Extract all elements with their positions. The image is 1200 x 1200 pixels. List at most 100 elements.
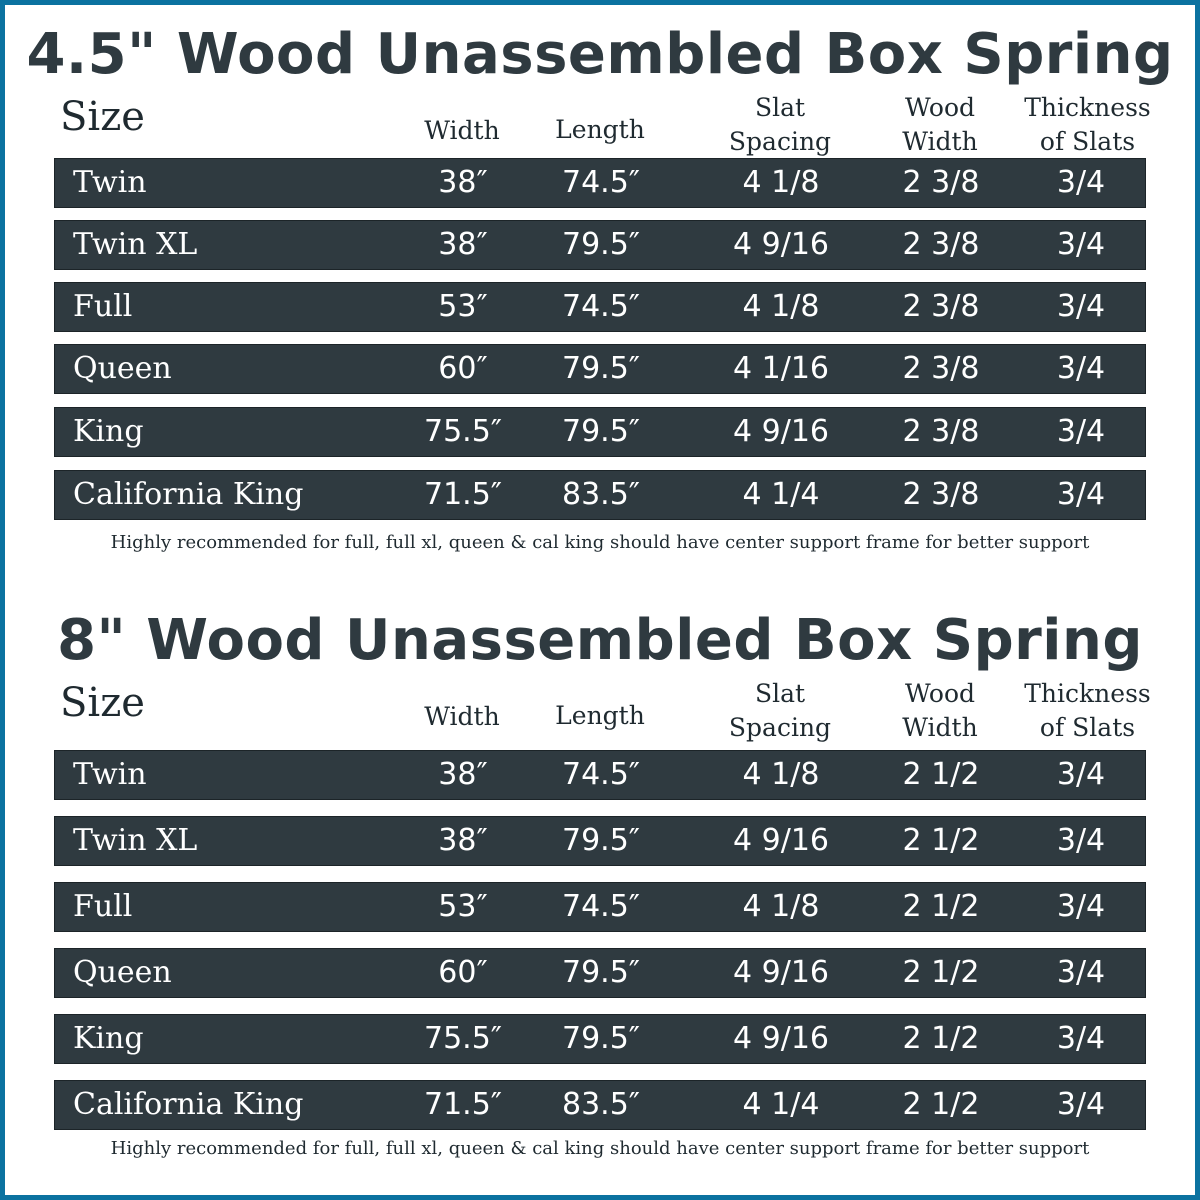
header-thickness: Thickness of Slats — [1024, 679, 1151, 742]
cell-slat-spacing: 4 1/8 — [742, 889, 820, 924]
cell-width: 75.5″ — [423, 414, 502, 449]
cell-wood-width: 2 3/8 — [902, 227, 980, 262]
table-row: Twin XL 38″ 79.5″ 4 9/16 2 3/8 3/4 — [54, 220, 1146, 270]
cell-length: 79.5″ — [561, 823, 640, 858]
table-row: Twin XL 38″ 79.5″ 4 9/16 2 1/2 3/4 — [54, 816, 1146, 866]
header-width: Width — [424, 702, 500, 731]
cell-length: 79.5″ — [561, 351, 640, 386]
cell-wood-width: 2 3/8 — [902, 351, 980, 386]
cell-slat-spacing: 4 9/16 — [733, 227, 829, 262]
cell-thickness: 3/4 — [1056, 227, 1106, 262]
cell-thickness: 3/4 — [1056, 757, 1106, 792]
cell-slat-spacing: 4 9/16 — [733, 414, 829, 449]
cell-size: Twin — [73, 757, 147, 792]
cell-length: 74.5″ — [561, 889, 640, 924]
table-row: Queen 60″ 79.5″ 4 1/16 2 3/8 3/4 — [54, 344, 1146, 394]
cell-slat-spacing: 4 1/8 — [742, 289, 820, 324]
cell-wood-width: 2 3/8 — [902, 414, 980, 449]
cell-length: 83.5″ — [561, 477, 640, 512]
cell-slat-spacing: 4 1/8 — [742, 757, 820, 792]
cell-length: 79.5″ — [561, 955, 640, 990]
header-width: Width — [424, 116, 500, 145]
table-row: King 75.5″ 79.5″ 4 9/16 2 3/8 3/4 — [54, 407, 1146, 457]
cell-wood-width: 2 1/2 — [902, 1087, 980, 1122]
cell-width: 38″ — [438, 227, 488, 262]
cell-slat-spacing: 4 1/4 — [742, 477, 820, 512]
cell-slat-spacing: 4 9/16 — [733, 1021, 829, 1056]
cell-thickness: 3/4 — [1056, 477, 1106, 512]
cell-size: Queen — [73, 351, 172, 386]
table-row: California King 71.5″ 83.5″ 4 1/4 2 3/8 … — [54, 470, 1146, 520]
cell-width: 38″ — [438, 823, 488, 858]
cell-wood-width: 2 3/8 — [902, 477, 980, 512]
cell-wood-width: 2 3/8 — [902, 165, 980, 200]
cell-slat-spacing: 4 1/16 — [733, 351, 829, 386]
table-title: 8" Wood Unassembled Box Spring — [57, 608, 1143, 673]
cell-width: 60″ — [438, 955, 488, 990]
cell-length: 74.5″ — [561, 165, 640, 200]
header-slat-spacing: Slat Spacing — [728, 679, 832, 742]
header-size: Size — [60, 94, 145, 140]
cell-wood-width: 2 1/2 — [902, 955, 980, 990]
footnote: Highly recommended for full, full xl, qu… — [110, 1138, 1090, 1159]
cell-thickness: 3/4 — [1056, 165, 1106, 200]
table-row: California King 71.5″ 83.5″ 4 1/4 2 1/2 … — [54, 1080, 1146, 1130]
footnote: Highly recommended for full, full xl, qu… — [110, 532, 1090, 553]
header-thickness: Thickness of Slats — [1024, 93, 1151, 156]
table-title: 4.5" Wood Unassembled Box Spring — [26, 22, 1174, 87]
cell-thickness: 3/4 — [1056, 1021, 1106, 1056]
cell-thickness: 3/4 — [1056, 351, 1106, 386]
cell-width: 38″ — [438, 165, 488, 200]
header-wood-width: Wood Width — [902, 679, 978, 742]
table-row: Queen 60″ 79.5″ 4 9/16 2 1/2 3/4 — [54, 948, 1146, 998]
header-length: Length — [555, 701, 645, 730]
cell-size: Twin XL — [73, 227, 198, 262]
header-slat-spacing: Slat Spacing — [728, 93, 832, 156]
table-row: Full 53″ 74.5″ 4 1/8 2 3/8 3/4 — [54, 282, 1146, 332]
cell-length: 79.5″ — [561, 1021, 640, 1056]
cell-length: 74.5″ — [561, 289, 640, 324]
cell-width: 38″ — [438, 757, 488, 792]
cell-slat-spacing: 4 1/4 — [742, 1087, 820, 1122]
cell-thickness: 3/4 — [1056, 823, 1106, 858]
cell-size: California King — [73, 477, 304, 512]
cell-thickness: 3/4 — [1056, 889, 1106, 924]
table-row: King 75.5″ 79.5″ 4 9/16 2 1/2 3/4 — [54, 1014, 1146, 1064]
cell-size: Full — [73, 289, 133, 324]
cell-width: 71.5″ — [423, 477, 502, 512]
table-row: Full 53″ 74.5″ 4 1/8 2 1/2 3/4 — [54, 882, 1146, 932]
cell-thickness: 3/4 — [1056, 1087, 1106, 1122]
cell-thickness: 3/4 — [1056, 414, 1106, 449]
cell-size: Queen — [73, 955, 172, 990]
cell-width: 75.5″ — [423, 1021, 502, 1056]
cell-slat-spacing: 4 9/16 — [733, 823, 829, 858]
cell-size: Full — [73, 889, 133, 924]
cell-size: King — [73, 1021, 144, 1056]
cell-width: 53″ — [438, 889, 488, 924]
cell-width: 53″ — [438, 289, 488, 324]
cell-width: 60″ — [438, 351, 488, 386]
cell-wood-width: 2 1/2 — [902, 889, 980, 924]
table-row: Twin 38″ 74.5″ 4 1/8 2 1/2 3/4 — [54, 750, 1146, 800]
cell-length: 83.5″ — [561, 1087, 640, 1122]
cell-length: 79.5″ — [561, 414, 640, 449]
cell-slat-spacing: 4 9/16 — [733, 955, 829, 990]
header-wood-width: Wood Width — [902, 93, 978, 156]
cell-wood-width: 2 3/8 — [902, 289, 980, 324]
cell-length: 79.5″ — [561, 227, 640, 262]
cell-size: King — [73, 414, 144, 449]
header-length: Length — [555, 115, 645, 144]
cell-length: 74.5″ — [561, 757, 640, 792]
cell-width: 71.5″ — [423, 1087, 502, 1122]
header-size: Size — [60, 680, 145, 726]
cell-size: Twin XL — [73, 823, 198, 858]
cell-slat-spacing: 4 1/8 — [742, 165, 820, 200]
cell-wood-width: 2 1/2 — [902, 757, 980, 792]
table-row: Twin 38″ 74.5″ 4 1/8 2 3/8 3/4 — [54, 158, 1146, 208]
cell-thickness: 3/4 — [1056, 955, 1106, 990]
cell-thickness: 3/4 — [1056, 289, 1106, 324]
cell-wood-width: 2 1/2 — [902, 1021, 980, 1056]
cell-wood-width: 2 1/2 — [902, 823, 980, 858]
cell-size: California King — [73, 1087, 304, 1122]
cell-size: Twin — [73, 165, 147, 200]
